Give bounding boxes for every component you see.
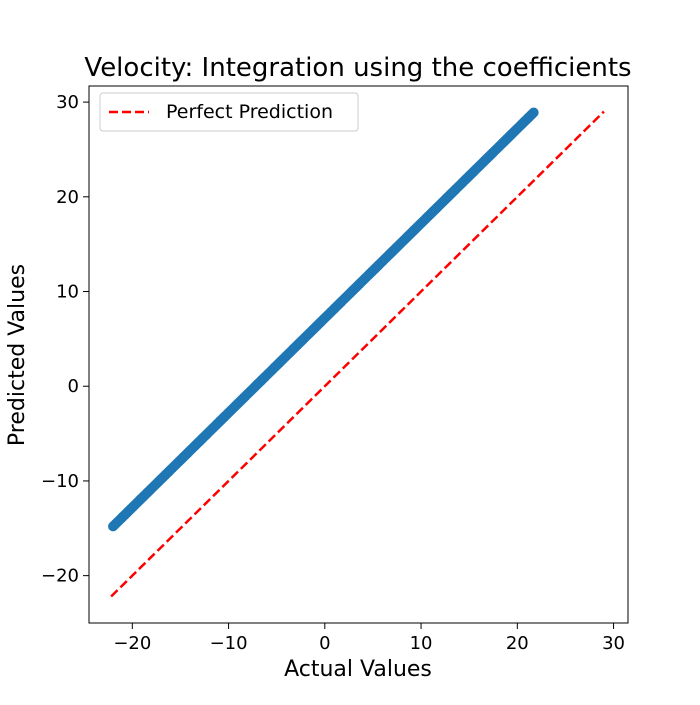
scatter-point: [528, 107, 539, 118]
y-axis-label: Predicted Values: [5, 264, 30, 446]
y-axis-ticks: −20 −10 0 10 20 30: [41, 92, 89, 587]
x-tick-label: 10: [410, 633, 433, 654]
y-tick-label: −20: [41, 566, 79, 587]
perfect-prediction-line: [110, 110, 605, 598]
y-tick-label: 10: [56, 282, 79, 303]
x-tick-label: 30: [602, 633, 625, 654]
x-axis-label: Actual Values: [284, 657, 432, 682]
plot-area-frame: [88, 85, 629, 624]
y-tick-label: 0: [68, 376, 79, 397]
y-tick-label: −10: [41, 471, 79, 492]
legend-box: [99, 92, 359, 132]
x-tick-label: 20: [506, 633, 529, 654]
y-tick-label: 20: [56, 187, 79, 208]
x-tick-label: −20: [113, 633, 151, 654]
data-layer: [108, 107, 605, 598]
scatter-series: [108, 107, 539, 532]
legend: Perfect Prediction: [99, 92, 359, 132]
y-tick-label: 30: [56, 92, 79, 113]
x-axis-ticks: −20 −10 0 10 20 30: [113, 623, 625, 654]
x-tick-label: 0: [319, 633, 330, 654]
x-tick-label: −10: [210, 633, 248, 654]
chart-title: Velocity: Integration using the coeffici…: [84, 53, 631, 83]
legend-label: Perfect Prediction: [166, 101, 333, 123]
